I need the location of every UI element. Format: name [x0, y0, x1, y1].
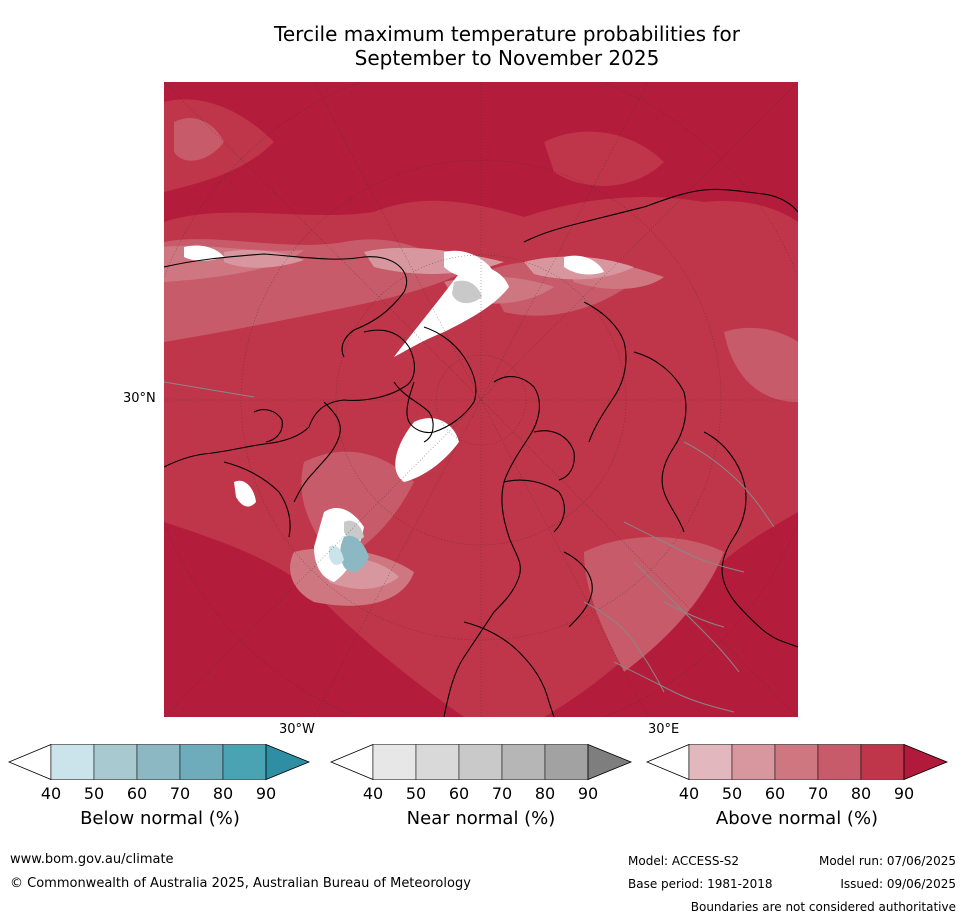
footer-copyright: © Commonwealth of Australia 2025, Austra…: [10, 876, 471, 891]
title-line-2: September to November 2025: [354, 46, 660, 70]
title-line-1: Tercile maximum temperature probabilitie…: [274, 22, 740, 46]
colorbar-segment: [136, 744, 181, 780]
label-30e: 30°E: [648, 722, 680, 737]
colorbar-tick-label: 60: [448, 784, 470, 803]
colorbar-segment: [458, 744, 503, 780]
graticule: [164, 82, 798, 717]
colorbar-tick-label: 80: [212, 784, 234, 803]
country-borders: [164, 381, 775, 713]
colorbar-tick-label: 50: [83, 784, 105, 803]
colorbar-tick-label: 70: [807, 784, 829, 803]
colorbar-tick-label: 60: [126, 784, 148, 803]
colorbar-extend-low: [8, 744, 52, 781]
colorbar-tick-label: 90: [577, 784, 599, 803]
colorbar-above-normal: [646, 744, 949, 781]
colorbar-extend-low: [646, 744, 690, 781]
label-30w: 30°W: [279, 722, 315, 737]
colorbar-extend-low: [330, 744, 374, 781]
colorbar-segment: [860, 744, 905, 780]
colorbar-tick-label: 80: [534, 784, 556, 803]
colorbar-label-below: Below normal (%): [80, 808, 240, 829]
colorbar-tick-label: 40: [678, 784, 700, 803]
polar-probability-map: [164, 82, 798, 717]
colorbar-tick-label: 70: [491, 784, 513, 803]
colorbar-tick-label: 50: [405, 784, 427, 803]
footer-issued: Issued: 09/06/2025: [840, 877, 956, 891]
colorbar-near-normal: [330, 744, 633, 781]
colorbar-tick-label: 90: [255, 784, 277, 803]
footer-url: www.bom.gov.au/climate: [10, 852, 174, 867]
colorbar-segment: [179, 744, 224, 780]
near-normal-regions: [344, 280, 482, 541]
colorbar-extend-high: [265, 744, 311, 781]
map-title: Tercile maximum temperature probabilitie…: [160, 22, 854, 70]
colorbar-segment: [50, 744, 95, 780]
colorbar-tick-label: 40: [362, 784, 384, 803]
colorbar-tick-label: 70: [169, 784, 191, 803]
colorbar-segment: [774, 744, 819, 780]
colorbar-segment: [372, 744, 417, 780]
colorbar-tick-label: 90: [893, 784, 915, 803]
colorbar-tick-label: 40: [40, 784, 62, 803]
footer-disclaimer: Boundaries are not considered authoritat…: [690, 900, 956, 914]
colorbar-segment: [544, 744, 589, 780]
colorbar-tick-label: 80: [850, 784, 872, 803]
coastlines: [164, 188, 798, 717]
label-30n: 30°N: [123, 391, 156, 406]
colorbar-segment: [817, 744, 862, 780]
below-normal-light-regions: [329, 545, 344, 566]
colorbar-tick-label: 60: [764, 784, 786, 803]
colorbar-segment: [501, 744, 546, 780]
below-normal-regions: [340, 535, 369, 573]
footer-model-run: Model run: 07/06/2025: [818, 854, 956, 868]
colorbar-label-near: Near normal (%): [406, 808, 556, 829]
colorbar-segment: [731, 744, 776, 780]
footer-model: Model: ACCESS-S2: [628, 854, 740, 868]
colorbar-extend-high: [587, 744, 633, 781]
colorbar-tick-label: 50: [721, 784, 743, 803]
colorbar-segment: [688, 744, 733, 780]
colorbar-label-above: Above normal (%): [715, 808, 879, 829]
colorbar-segment: [222, 744, 267, 780]
colorbar-segment: [93, 744, 138, 780]
colorbar-below-normal: [8, 744, 311, 781]
colorbar-segment: [415, 744, 460, 780]
footer-base-period: Base period: 1981-2018: [628, 877, 773, 891]
colorbar-extend-high: [903, 744, 949, 781]
